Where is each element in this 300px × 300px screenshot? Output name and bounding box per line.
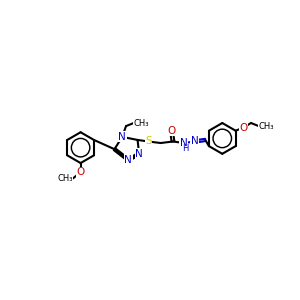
Text: CH₃: CH₃: [259, 122, 274, 130]
Text: N: N: [135, 149, 143, 159]
Text: H: H: [182, 144, 188, 153]
Text: N: N: [191, 136, 198, 146]
Text: O: O: [239, 123, 248, 133]
Text: O: O: [167, 126, 175, 136]
Text: O: O: [76, 167, 85, 177]
Text: CH₃: CH₃: [57, 174, 73, 183]
Text: N: N: [180, 138, 188, 148]
Text: CH₃: CH₃: [134, 118, 149, 127]
Text: N: N: [124, 155, 132, 165]
Text: N: N: [118, 132, 126, 142]
Text: S: S: [145, 136, 152, 146]
